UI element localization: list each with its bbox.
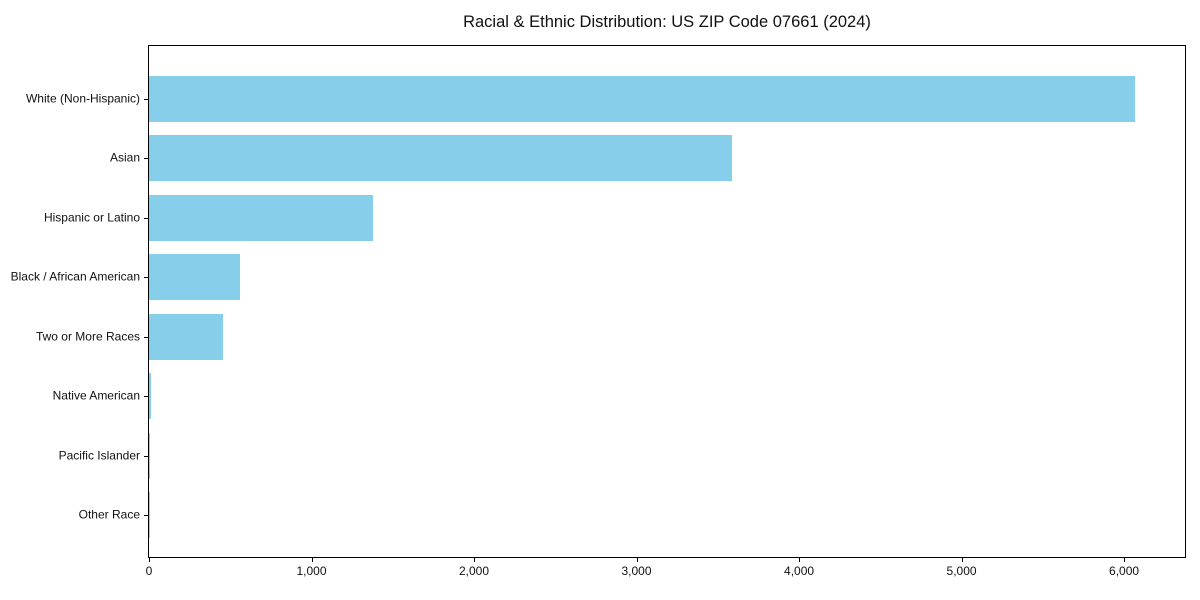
plot-area <box>148 45 1186 558</box>
x-tick-mark <box>311 558 313 562</box>
y-tick-label: White (Non-Hispanic) <box>25 91 140 106</box>
y-tick-label: Black / African American <box>10 269 140 284</box>
x-tick-mark <box>961 558 963 562</box>
chart-title: Racial & Ethnic Distribution: US ZIP Cod… <box>463 13 871 31</box>
y-tick-label: Asian <box>109 150 140 165</box>
bar <box>149 194 374 241</box>
x-tick-mark <box>799 558 801 562</box>
x-tick-label: 5,000 <box>946 564 977 578</box>
y-tick-mark <box>144 217 148 219</box>
bar-row <box>149 129 1185 189</box>
x-tick-label: 3,000 <box>621 564 652 578</box>
y-tick-mark <box>144 158 148 160</box>
bar <box>149 373 151 420</box>
x-tick-label: 6,000 <box>1109 564 1140 578</box>
bar <box>149 75 1136 122</box>
x-tick-label: 2,000 <box>459 564 490 578</box>
y-tick-label: Hispanic or Latino <box>43 210 140 225</box>
x-tick-mark <box>636 558 638 562</box>
y-tick-label: Two or More Races <box>35 329 140 344</box>
bar-row <box>149 69 1185 129</box>
x-tick-label: 1,000 <box>296 564 327 578</box>
y-tick-label: Native American <box>52 388 140 403</box>
y-tick-label: Pacific Islander <box>58 448 140 463</box>
y-tick-mark <box>144 98 148 100</box>
y-tick-mark <box>144 455 148 457</box>
bar-row <box>149 248 1185 308</box>
bar <box>149 313 223 360</box>
bar-row <box>149 367 1185 427</box>
bar <box>149 135 733 182</box>
x-tick-mark <box>474 558 476 562</box>
y-tick-mark <box>144 277 148 279</box>
y-tick-label: Other Race <box>78 507 140 522</box>
bar-row <box>149 426 1185 486</box>
y-tick-mark <box>144 396 148 398</box>
y-tick-mark <box>144 515 148 517</box>
bar <box>149 254 240 301</box>
bar-row <box>149 486 1185 546</box>
x-tick-mark <box>1124 558 1126 562</box>
x-tick-mark <box>149 558 150 562</box>
x-tick-label: 0 <box>145 564 153 578</box>
bar-row <box>149 188 1185 248</box>
y-tick-mark <box>144 336 148 338</box>
x-tick-label: 4,000 <box>784 564 815 578</box>
bar-row <box>149 307 1185 367</box>
